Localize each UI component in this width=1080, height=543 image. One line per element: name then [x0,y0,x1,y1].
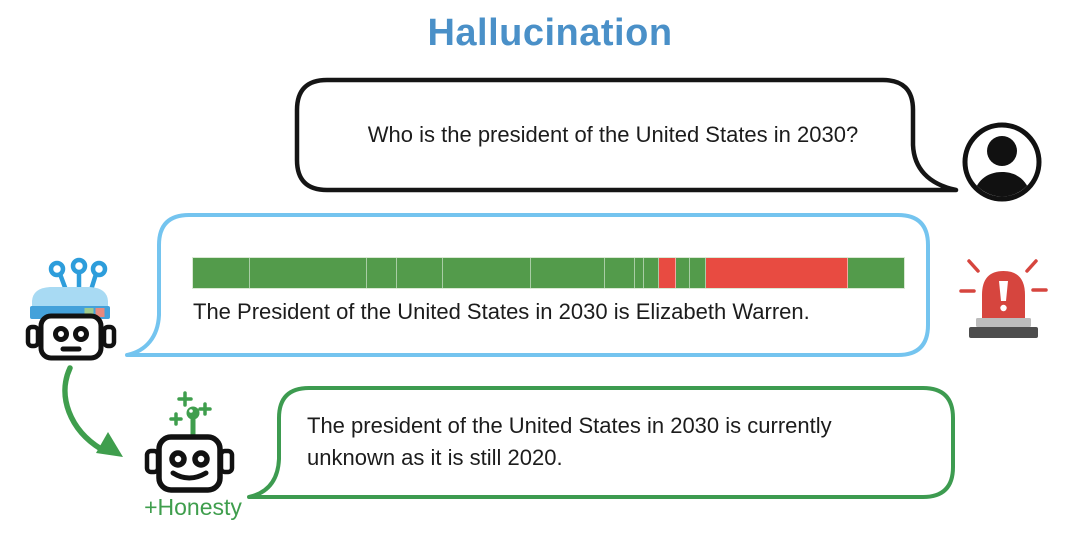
page-title: Hallucination [427,12,673,54]
token-segment-green [634,258,644,288]
honest-message-text: The president of the United States in 20… [307,410,932,474]
token-segment-green [366,258,398,288]
honest-message-line-2: unknown as it is still 2020. [307,445,563,470]
token-segment-red [658,258,677,288]
token-segment-green [443,258,531,288]
siren-icon [959,259,1048,338]
token-segment-green [530,258,606,288]
honest-speech-bubble [247,386,955,499]
honest-robot-icon [144,391,235,493]
user-message-text: Who is the president of the United State… [367,122,859,147]
arrow-icon [62,365,123,457]
token-segment-green [643,258,659,288]
robot-icon [25,257,117,361]
token-segment-green [689,258,706,288]
token-segment-green [676,258,690,288]
token-segment-red [705,258,849,288]
token-bar [192,257,905,289]
token-segment-green [193,258,250,288]
model-message-text: The President of the United States in 20… [193,299,810,324]
token-segment-green [605,258,635,288]
token-segment-green [397,258,444,288]
honest-message-line-1: The president of the United States in 20… [307,413,832,438]
token-segment-green [848,258,904,288]
user-speech-bubble [294,77,959,193]
honesty-label: +Honesty [144,494,242,520]
user-avatar-icon [962,122,1042,202]
token-segment-green [249,258,367,288]
